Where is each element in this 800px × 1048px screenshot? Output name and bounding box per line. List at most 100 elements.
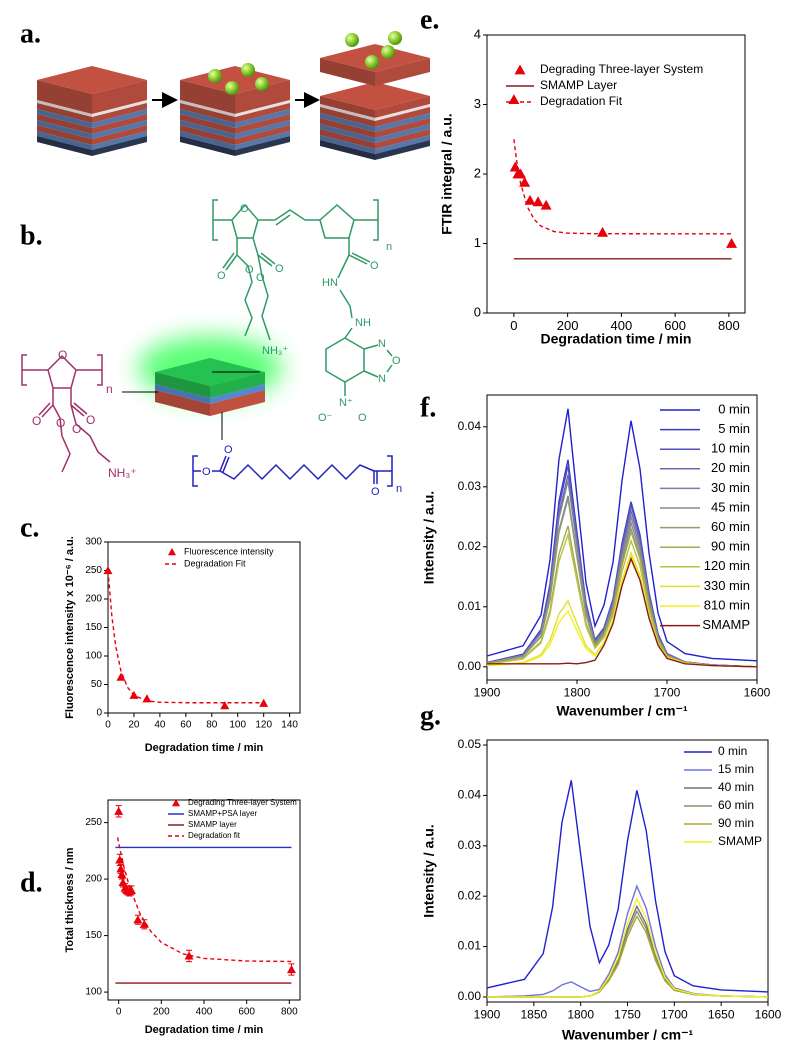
legend-label: 60 min — [718, 798, 754, 812]
x-tick-label: 80 — [206, 720, 218, 731]
stack-layer — [37, 131, 92, 150]
data-point — [220, 701, 230, 710]
y-tick-label: 200 — [85, 874, 102, 885]
atom-label: O — [275, 263, 284, 275]
stack-layer — [320, 107, 375, 127]
stack-layer — [37, 114, 92, 134]
atom-label: O — [245, 264, 254, 276]
legend-label: SMAMP Layer — [540, 78, 617, 92]
atom-label: n — [106, 382, 113, 396]
y-tick-label: 200 — [85, 594, 102, 605]
x-axis-label: Wavenumber / cm⁻¹ — [562, 1027, 694, 1043]
stack-layer — [210, 372, 265, 398]
atom-label: O — [358, 412, 367, 424]
x-tick-label: 120 — [255, 720, 272, 731]
legend-label: 120 min — [704, 558, 750, 573]
x-tick-label: 400 — [611, 318, 633, 333]
atom-label: O⁻ — [318, 412, 333, 424]
data-point — [509, 161, 521, 172]
layer-stack — [155, 358, 265, 416]
y-tick-label: 0.00 — [458, 989, 482, 1003]
data-point — [114, 806, 124, 815]
stack-layer — [375, 113, 430, 132]
legend-label: SMAMP — [702, 617, 750, 632]
atom-label: O — [371, 486, 380, 498]
stack-layer — [92, 136, 147, 156]
x-tick-label: 20 — [128, 720, 140, 731]
stack-layer — [92, 103, 147, 123]
stack-layer — [180, 125, 235, 145]
stack-layer — [235, 103, 290, 123]
x-tick-label: 600 — [664, 318, 686, 333]
y-tick-label: 2 — [474, 165, 481, 180]
atom-label: O — [370, 260, 379, 272]
y-tick-label: 150 — [85, 930, 102, 941]
legend-label: 0 min — [718, 744, 747, 758]
x-tick-label: 0 — [510, 318, 517, 333]
x-tick-label: 800 — [718, 318, 740, 333]
stack-layer — [375, 107, 430, 127]
stack-layer — [180, 103, 235, 123]
x-axis-label: Degradation time / min — [145, 742, 264, 754]
x-tick-label: 1600 — [744, 685, 771, 699]
atom-label: O — [58, 348, 67, 362]
atom-label: HN — [322, 277, 338, 289]
legend-label: 90 min — [711, 539, 750, 554]
x-tick-label: 800 — [281, 1007, 298, 1018]
x-tick-label: 0 — [116, 1007, 122, 1018]
legend-label: 30 min — [711, 480, 750, 495]
stack-layer — [375, 118, 430, 138]
x-tick-label: 1700 — [661, 1007, 688, 1021]
x-axis-label: Degradation time / min — [145, 1024, 264, 1036]
stack-layer — [235, 120, 290, 139]
series-line — [486, 408, 758, 662]
panel-label: c. — [20, 512, 39, 543]
stack-layer — [320, 118, 375, 138]
y-tick-label: 0.04 — [458, 419, 482, 433]
data-point — [184, 951, 194, 960]
data-point — [126, 885, 136, 894]
data-point — [117, 870, 127, 879]
legend-swatch — [514, 64, 526, 75]
blue-structure — [192, 455, 393, 487]
series-line — [107, 570, 264, 704]
stack-layer — [375, 58, 430, 86]
atom-label: O — [224, 444, 233, 456]
legend-label: 10 min — [711, 441, 750, 456]
atom-label: O — [32, 414, 41, 428]
series-line — [487, 896, 769, 998]
atom-label: N — [378, 338, 386, 350]
stack-layer — [180, 80, 235, 114]
stack-layer — [320, 135, 375, 154]
legend-label: Fluorescence intensity — [184, 546, 274, 556]
legend-label: 60 min — [711, 519, 750, 534]
x-tick-label: 400 — [196, 1007, 213, 1018]
panel-label: b. — [20, 220, 43, 251]
nanoparticle — [381, 45, 395, 59]
nanoparticle — [388, 31, 402, 45]
atom-label: n — [396, 483, 402, 495]
chart: 0 20 40 60 80 100 120 140 0 50 100 150 200 250 300 Degr… — [64, 536, 301, 754]
data-point — [515, 168, 527, 179]
y-tick-label: 0.03 — [458, 838, 482, 852]
y-tick-label: 0.01 — [458, 939, 482, 953]
nanoparticle — [225, 81, 239, 95]
chart: 1900 1850 1800 1750 1700 1650 1600 0.00 0.01 0.02… — [421, 737, 782, 1042]
atom-label: n — [386, 241, 392, 253]
plot-frame — [107, 799, 301, 1001]
data-point — [103, 566, 113, 575]
stack-layer — [375, 104, 430, 121]
x-tick-label: 1600 — [755, 1007, 782, 1021]
stack-layer — [92, 125, 147, 145]
data-point — [286, 964, 296, 974]
legend-label: Degrading Three-layer System — [188, 798, 297, 807]
stack-layer — [320, 113, 375, 132]
y-tick-label: 0 — [474, 304, 481, 319]
stack-layer — [92, 131, 147, 150]
stack-layer — [210, 390, 265, 416]
nanoparticle — [255, 77, 269, 91]
y-tick-label: 150 — [85, 622, 102, 633]
x-axis-label: Wavenumber / cm⁻¹ — [556, 703, 688, 719]
stack-layer — [180, 100, 235, 117]
